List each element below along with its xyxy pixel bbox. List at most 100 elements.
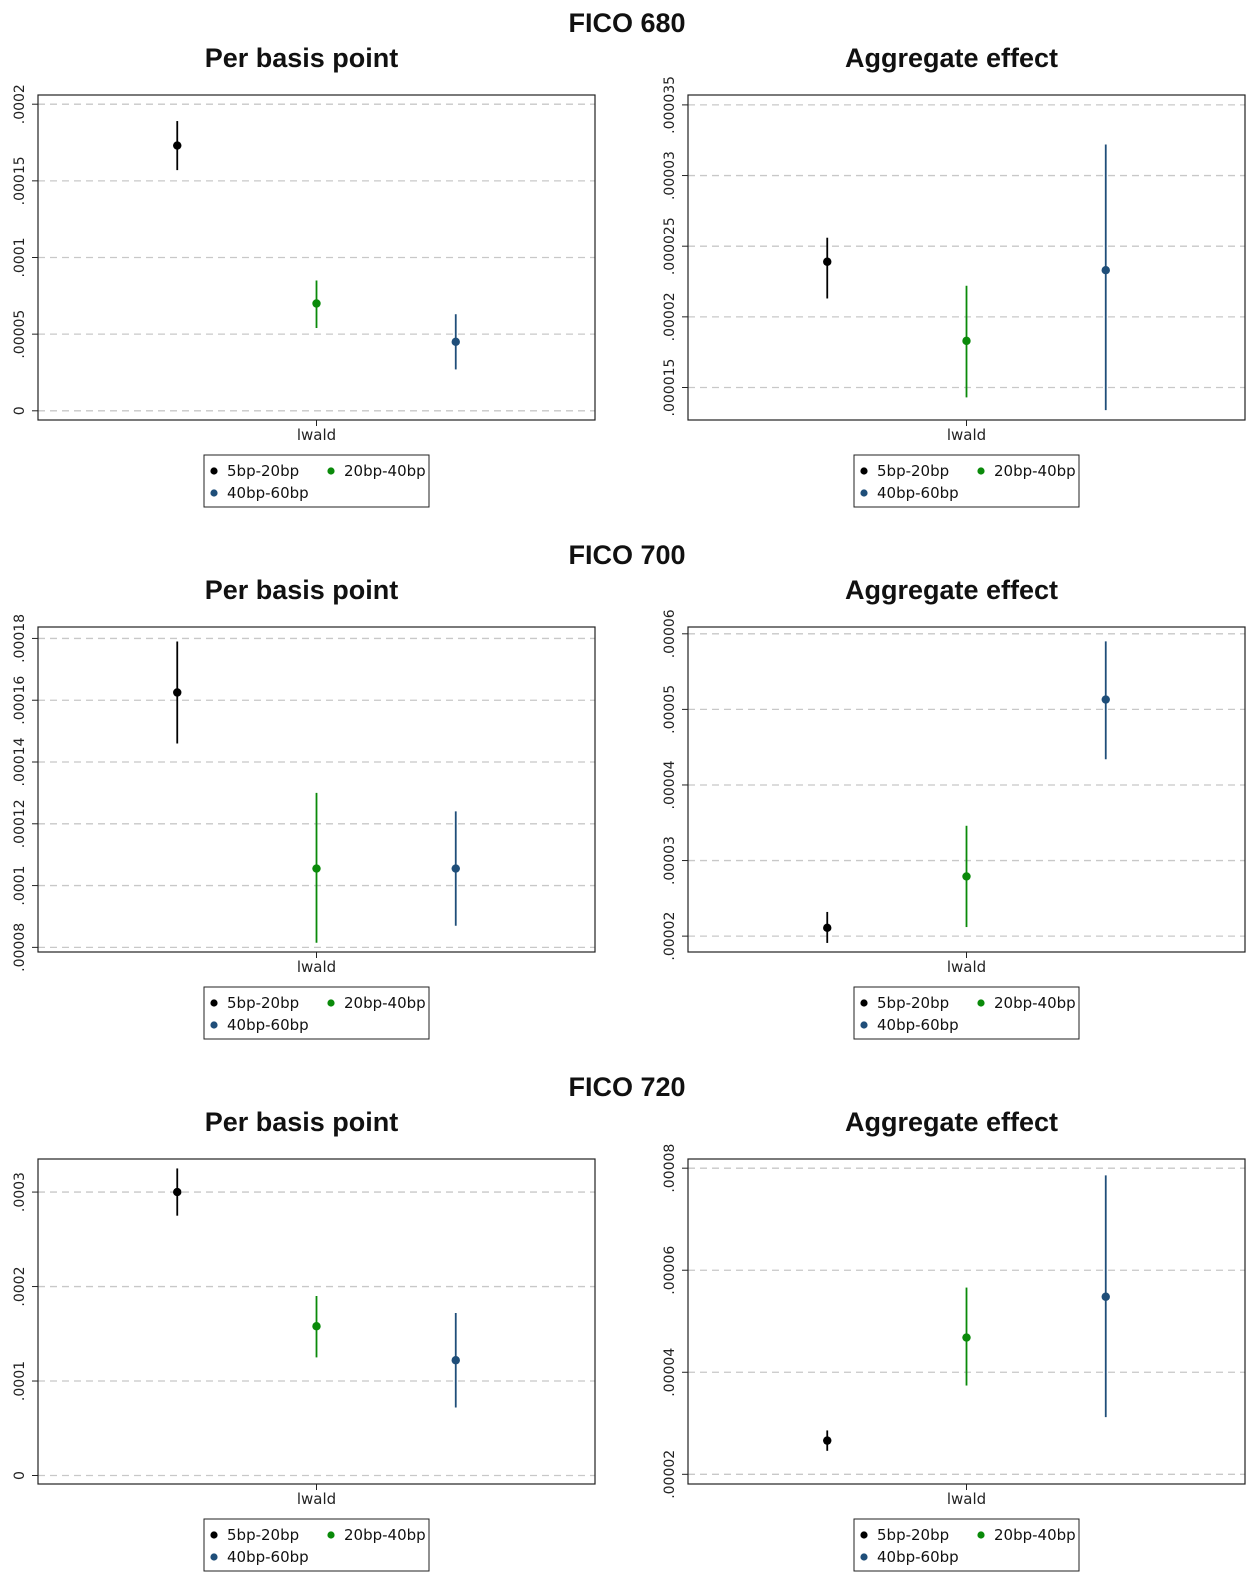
y-tick-label: .00006 (662, 1246, 678, 1295)
legend-marker (210, 467, 218, 475)
chart-title: Aggregate effect (845, 43, 1058, 73)
point-5bp-20bp (173, 141, 182, 150)
chart-3-per-basis-point: Per basis point 0 .0001 .0002 .0003 lwald 5bp-… (12, 1107, 596, 1572)
y-tick-label: .0001 (12, 866, 28, 906)
y-tick-label: .000035 (662, 76, 678, 134)
legend-label: 20bp-40bp (994, 994, 1076, 1012)
legend-label: 40bp-60bp (227, 1016, 309, 1034)
x-category-label: lwald (947, 958, 986, 976)
legend-box (853, 1518, 1080, 1572)
legend-label: 20bp-40bp (344, 994, 426, 1012)
x-category-label: lwald (297, 958, 336, 976)
y-tick-label: .000015 (662, 359, 678, 417)
y-tick-label: .00016 (12, 676, 28, 725)
y-tick-label: .00008 (12, 923, 28, 972)
legend-label: 40bp-60bp (227, 1548, 309, 1566)
x-category-label: lwald (297, 1490, 336, 1508)
point-20bp-40bp (312, 864, 321, 873)
legend-label: 20bp-40bp (344, 1526, 426, 1544)
point-5bp-20bp (173, 1187, 182, 1197)
y-tick-label: .00002 (662, 1450, 678, 1499)
legend-box (203, 454, 430, 508)
legend-box (853, 986, 1080, 1040)
legend: 5bp-20bp 20bp-40bp 40bp-60bp (203, 454, 430, 508)
y-tick-label: .00004 (662, 760, 678, 809)
point-5bp-20bp (173, 688, 182, 697)
chart-title: Aggregate effect (845, 1107, 1058, 1137)
legend-marker (327, 1531, 335, 1539)
y-tick-label: .00006 (662, 609, 678, 658)
legend-label: 40bp-60bp (877, 1016, 959, 1034)
panel-title: FICO 680 (568, 8, 685, 38)
legend-label: 5bp-20bp (227, 994, 299, 1012)
panel-title: FICO 720 (568, 1072, 685, 1102)
x-category-label: lwald (297, 426, 336, 444)
y-tick-label: .0003 (12, 1172, 28, 1212)
chart-2-per-basis-point: Per basis point .00008 .0001 .00012 .00014 .0… (12, 575, 596, 1040)
point-40bp-60bp (451, 337, 460, 347)
chart-1-per-basis-point: Per basis point 0 .00005 .0001 .00015 .0002 lw… (12, 43, 596, 508)
point-40bp-60bp (1101, 695, 1110, 704)
legend-marker (860, 1553, 868, 1561)
legend-label: 40bp-60bp (877, 1548, 959, 1566)
chart-title: Aggregate effect (845, 575, 1058, 605)
legend-marker (977, 999, 985, 1007)
y-tick-label: .00008 (662, 1144, 678, 1193)
point-5bp-20bp (823, 257, 832, 266)
legend-label: 20bp-40bp (994, 462, 1076, 480)
y-tick-label: .00005 (662, 685, 678, 734)
chart-1-aggregate-effect: Aggregate effect .000015 .00002 .000025 .000… (662, 43, 1246, 508)
legend-box (853, 454, 1080, 508)
legend-label: 40bp-60bp (877, 484, 959, 502)
legend-box (203, 1518, 430, 1572)
legend-label: 5bp-20bp (877, 1526, 949, 1544)
y-tick-label: .00003 (662, 151, 678, 200)
point-5bp-20bp (823, 1436, 832, 1445)
panel-title: FICO 700 (568, 540, 685, 570)
x-category-label: lwald (947, 426, 986, 444)
y-tick-label: .00003 (662, 836, 678, 885)
legend-label: 5bp-20bp (227, 462, 299, 480)
y-tick-label: .00002 (662, 292, 678, 341)
y-tick-label: .0001 (12, 237, 28, 277)
y-tick-label: .00004 (662, 1348, 678, 1397)
point-40bp-60bp (1101, 1292, 1110, 1301)
legend-label: 20bp-40bp (994, 1526, 1076, 1544)
legend-marker (977, 1531, 985, 1539)
legend-marker (210, 1531, 218, 1539)
point-5bp-20bp (823, 923, 832, 933)
chart-title: Per basis point (205, 43, 399, 73)
x-category-label: lwald (947, 1490, 986, 1508)
legend: 5bp-20bp 20bp-40bp 40bp-60bp (853, 986, 1080, 1040)
legend-marker (860, 999, 868, 1007)
legend-box (203, 986, 430, 1040)
point-20bp-40bp (962, 336, 971, 346)
legend-label: 5bp-20bp (877, 994, 949, 1012)
y-tick-label: 0 (12, 406, 28, 415)
chart-3-aggregate-effect: Aggregate effect .00002 .00004 .00006 .00008… (662, 1107, 1246, 1572)
legend: 5bp-20bp 20bp-40bp 40bp-60bp (203, 1518, 430, 1572)
legend-label: 5bp-20bp (877, 462, 949, 480)
legend-marker (860, 467, 868, 475)
legend-marker (860, 1021, 868, 1029)
y-tick-label: .00005 (12, 310, 28, 359)
legend-marker (327, 467, 335, 475)
legend-label: 5bp-20bp (227, 1526, 299, 1544)
y-tick-label: .0002 (12, 1266, 28, 1306)
y-tick-label: 0 (12, 1471, 28, 1480)
legend-marker (977, 467, 985, 475)
legend-marker (210, 999, 218, 1007)
legend-marker (210, 489, 218, 497)
point-40bp-60bp (451, 1356, 460, 1365)
legend-marker (327, 999, 335, 1007)
legend-marker (210, 1553, 218, 1561)
point-20bp-40bp (312, 299, 321, 308)
point-20bp-40bp (962, 1333, 971, 1342)
legend-label: 20bp-40bp (344, 462, 426, 480)
y-tick-label: .00002 (662, 912, 678, 961)
legend: 5bp-20bp 20bp-40bp 40bp-60bp (203, 986, 430, 1040)
legend-marker (860, 489, 868, 497)
legend-label: 40bp-60bp (227, 484, 309, 502)
legend: 5bp-20bp 20bp-40bp 40bp-60bp (853, 454, 1080, 508)
